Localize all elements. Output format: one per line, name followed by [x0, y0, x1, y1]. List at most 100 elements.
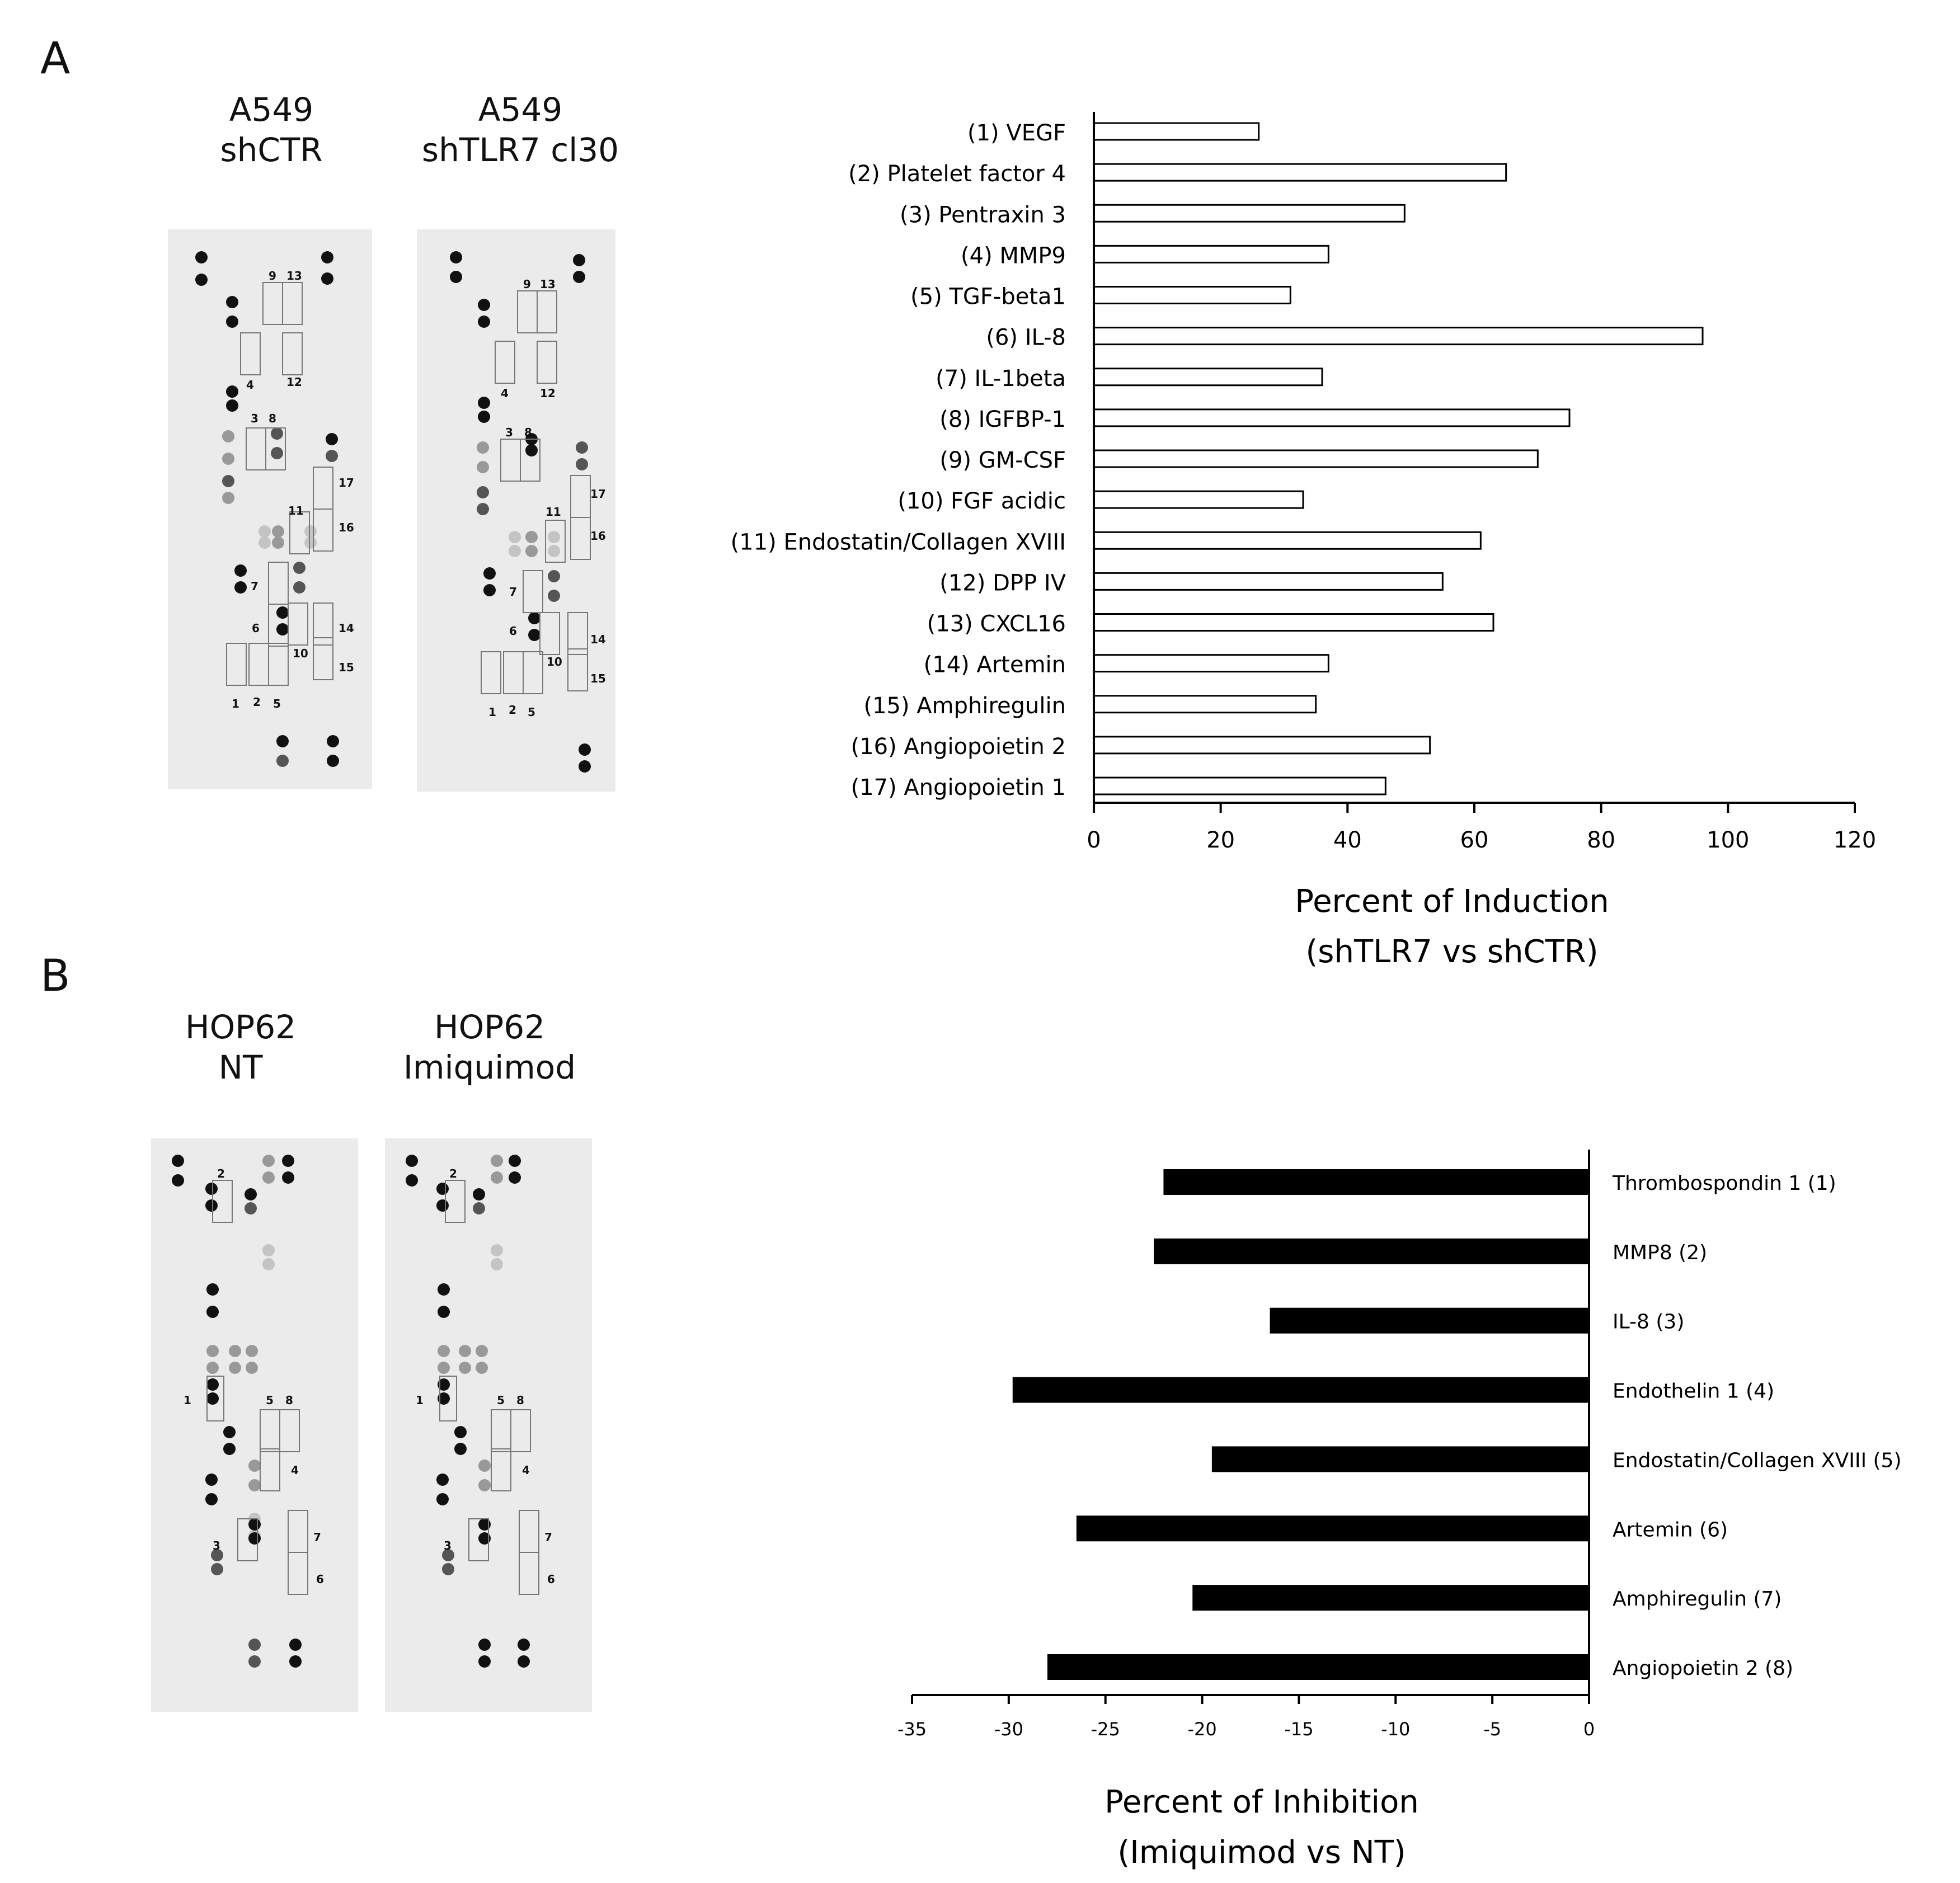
blot-box: [313, 602, 333, 646]
blot-spot: [205, 1199, 218, 1212]
blot-spot: [518, 1639, 530, 1651]
blot-box: [570, 517, 591, 560]
blot-box-label: 2: [449, 1167, 457, 1180]
blot-box-label: 7: [544, 1531, 552, 1544]
bar-7: [1192, 1585, 1589, 1611]
bar-8: [1047, 1654, 1589, 1680]
blot-spot: [248, 1639, 261, 1651]
blot-box-label: 5: [273, 697, 281, 710]
category-label: Amphiregulin (7): [1613, 1588, 1782, 1611]
bar-7: [1093, 368, 1323, 387]
blot-spot: [271, 427, 283, 440]
bar-2: [1093, 163, 1507, 182]
bar-5: [1093, 286, 1291, 304]
blot-spot: [473, 1188, 485, 1201]
blot-spot: [478, 316, 490, 328]
blot-spot: [205, 1474, 218, 1486]
blot-spot: [454, 1443, 467, 1455]
blot-spot: [478, 1639, 491, 1651]
blot-spot: [450, 271, 462, 283]
blot-spot: [478, 1460, 491, 1472]
blot-box-label: 3: [251, 412, 258, 425]
category-label: (10) FGF acidic: [897, 488, 1066, 514]
x-axis-title-line1: Percent of Inhibition: [1104, 1784, 1419, 1820]
blot-box-label: 4: [246, 378, 254, 392]
category-label: IL-8 (3): [1613, 1311, 1684, 1334]
blot-box-label: 7: [509, 585, 517, 599]
blot-box-label: 1: [184, 1394, 191, 1407]
blot-spot: [326, 450, 338, 462]
blot-box-label: 8: [516, 1394, 524, 1407]
category-label: (7) IL-1beta: [936, 366, 1066, 392]
blot-box-label: 4: [501, 387, 509, 400]
blot-title-line1: HOP62: [434, 1008, 546, 1046]
blot-spot: [548, 570, 560, 582]
blot-spot: [576, 458, 588, 470]
blot-spot: [525, 531, 538, 543]
blot-box-label: 5: [266, 1394, 274, 1407]
blot-array-hop62-nt: 2 1 5 8 4 3 7 6: [172, 1155, 324, 1668]
bar-15: [1093, 695, 1317, 714]
blot-box-label: 17: [590, 487, 606, 501]
blot-spot: [245, 1202, 257, 1214]
blot-box: [445, 1180, 466, 1223]
category-label: (11) Endostatin/Collagen XVIII: [731, 529, 1066, 555]
x-tick-label: -10: [1381, 1719, 1410, 1740]
blot-spot: [223, 1443, 236, 1455]
blot-spot: [509, 1171, 521, 1184]
blot-box-label: 6: [509, 624, 517, 638]
category-label: (6) IL-8: [986, 325, 1066, 351]
blot-spot: [172, 1174, 184, 1187]
blot-box-label: 1: [488, 705, 496, 719]
bar-4: [1012, 1377, 1589, 1403]
blot-box-label: 9: [523, 277, 531, 291]
blot-spot: [271, 447, 283, 459]
category-label: (17) Angiopoietin 1: [851, 775, 1066, 801]
blot-box-label: 17: [339, 476, 354, 489]
blot-box-label: 14: [590, 633, 606, 646]
blot-spot: [262, 1171, 275, 1184]
blot-box-label: 9: [269, 269, 276, 283]
blot-box-label: 8: [269, 412, 276, 425]
blot-spot: [258, 536, 271, 549]
blot-spot: [442, 1549, 454, 1561]
blot-spot: [276, 755, 289, 767]
category-label: (9) GM-CSF: [939, 448, 1066, 473]
blot-spot: [272, 536, 284, 549]
blot-spot: [477, 461, 489, 473]
blot-spot: [206, 1362, 219, 1374]
blot-box-label: 2: [253, 695, 261, 709]
blot-spot: [406, 1174, 418, 1187]
blot-box-label: 13: [286, 269, 302, 283]
category-label: (13) CXCL16: [927, 611, 1066, 637]
blot-box-label: 12: [286, 375, 302, 389]
blot-spot: [222, 475, 234, 487]
blot-box-label: 15: [590, 672, 606, 685]
bar-12: [1093, 572, 1444, 591]
category-label: (15) Amphiregulin: [863, 693, 1066, 719]
blot-box-label: 14: [339, 622, 354, 635]
blot-spot: [226, 296, 238, 308]
chart-induction: (1) VEGF (2) Platelet factor 4 (3) Pentrax…: [731, 112, 1876, 970]
blot-spot: [438, 1345, 450, 1357]
blot-box: [481, 651, 501, 694]
x-tick-label: 20: [1206, 827, 1235, 853]
blot-box: [237, 1518, 258, 1561]
blot-title-line2: shTLR7 cl30: [421, 131, 619, 169]
blot-spot: [206, 1283, 219, 1296]
blot-spot: [327, 735, 339, 747]
blot-box: [537, 290, 557, 333]
blot-box-label: 4: [291, 1463, 299, 1477]
blot-spot: [226, 316, 238, 328]
blot-spot: [450, 251, 462, 263]
blot-spot: [406, 1155, 418, 1167]
x-tick-label: 80: [1587, 827, 1615, 853]
blot-spot: [248, 1460, 261, 1472]
category-label: (2) Platelet factor 4: [848, 161, 1066, 187]
blot-spot: [222, 453, 234, 465]
category-label: (8) IGFBP-1: [939, 407, 1066, 432]
blot-spot: [195, 274, 208, 286]
blot-spot: [289, 1639, 302, 1651]
blot-title-hop62-nt: HOP62 NT: [112, 1007, 369, 1088]
